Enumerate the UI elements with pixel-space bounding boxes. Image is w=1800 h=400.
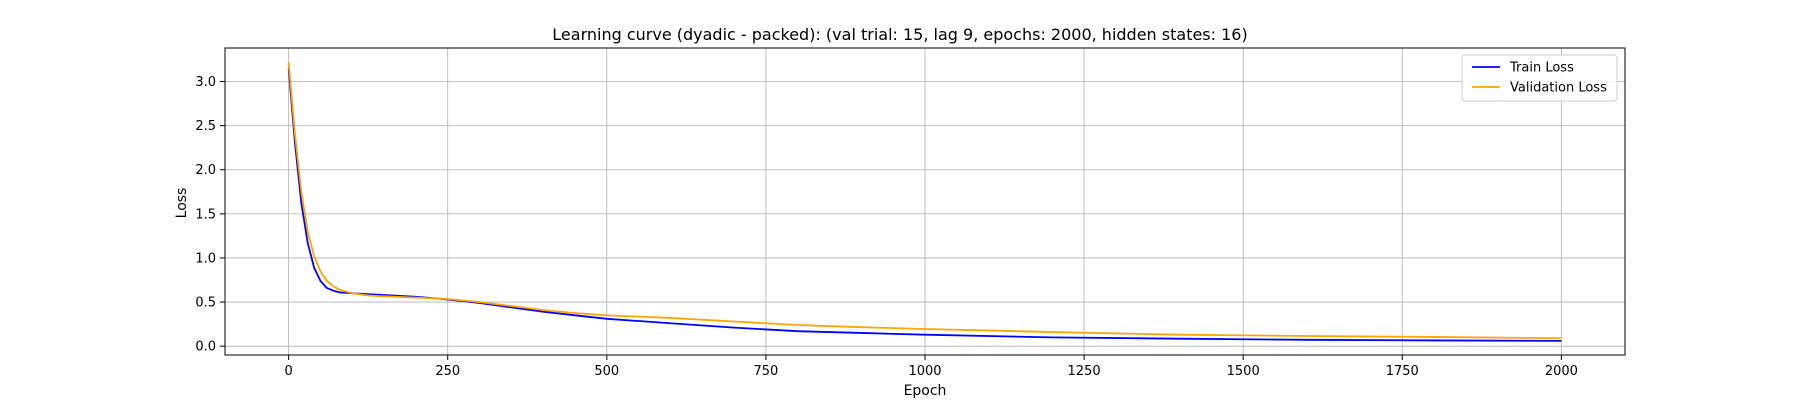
y-tick-label: 2.5 bbox=[195, 119, 216, 134]
x-tick-label: 2000 bbox=[1545, 364, 1578, 379]
axis-ticks: 0 250 500 750 1000 1250 1500 1750 2000 0.0 0.5 1.0 1… bbox=[195, 75, 1578, 379]
x-tick-label: 1500 bbox=[1227, 364, 1260, 379]
legend-label-train-loss: Train Loss bbox=[1509, 61, 1574, 76]
x-axis-title: Epoch bbox=[904, 383, 947, 399]
x-tick-label: 250 bbox=[435, 364, 460, 379]
y-tick-label: 1.5 bbox=[195, 207, 216, 222]
chart-title: Learning curve (dyadic - packed): (val t… bbox=[552, 25, 1247, 44]
series-line-validation-loss bbox=[287, 62, 1562, 340]
legend-label-validation-loss: Validation Loss bbox=[1510, 81, 1607, 96]
x-tick-label: 500 bbox=[594, 364, 619, 379]
y-tick-label: 0.0 bbox=[195, 340, 216, 355]
y-tick-label: 3.0 bbox=[195, 75, 216, 90]
series-lines bbox=[287, 62, 1562, 342]
x-tick-label: 0 bbox=[284, 364, 292, 379]
grid bbox=[225, 48, 1625, 355]
legend-box bbox=[1461, 54, 1618, 102]
x-tick-label: 1750 bbox=[1386, 364, 1419, 379]
legend: Train Loss Validation Loss bbox=[1461, 54, 1618, 102]
y-tick-label: 0.5 bbox=[195, 296, 216, 311]
y-axis-title: Loss bbox=[174, 188, 190, 219]
y-tick-label: 1.0 bbox=[195, 251, 216, 266]
y-tick-label: 2.0 bbox=[195, 163, 216, 178]
x-tick-label: 1000 bbox=[908, 364, 941, 379]
x-tick-label: 1250 bbox=[1068, 364, 1101, 379]
x-tick-label: 750 bbox=[753, 364, 778, 379]
